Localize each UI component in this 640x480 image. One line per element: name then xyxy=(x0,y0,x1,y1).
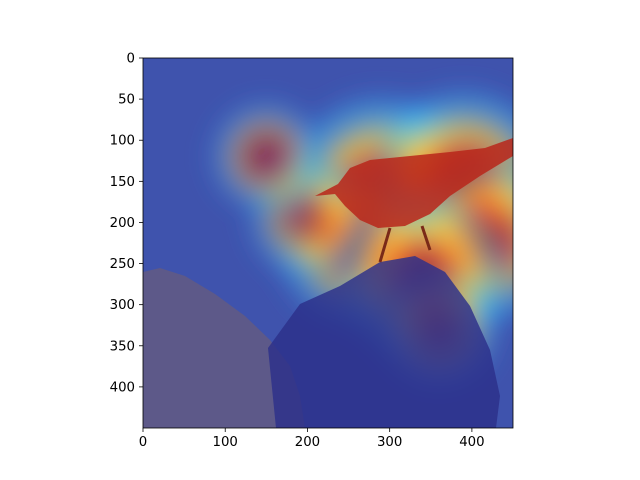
left-rock xyxy=(143,268,305,428)
x-axis: 0 100 200 300 400 xyxy=(139,428,485,450)
plot-frame xyxy=(142,57,514,429)
x-tick-label: 200 xyxy=(295,435,320,450)
right-rock xyxy=(268,256,500,428)
y-tick-label: 200 xyxy=(110,216,135,231)
plot-area xyxy=(143,58,513,428)
x-tick-label: 100 xyxy=(213,435,238,450)
y-tick-label: 50 xyxy=(118,93,135,108)
bird-legs xyxy=(378,225,432,263)
y-tick-label: 100 xyxy=(110,134,135,149)
x-tick-label: 400 xyxy=(459,435,484,450)
y-tick-label: 400 xyxy=(110,380,135,395)
y-tick-label: 250 xyxy=(110,257,135,272)
x-tick-label: 300 xyxy=(377,435,402,450)
photo-scene xyxy=(143,138,513,428)
x-tick-label: 0 xyxy=(139,435,147,450)
y-axis: 0 50 100 150 200 250 300 350 400 xyxy=(110,52,143,395)
y-tick-label: 0 xyxy=(127,52,135,67)
heat-hotspot xyxy=(200,90,333,223)
y-tick-label: 300 xyxy=(110,298,135,313)
y-tick-label: 350 xyxy=(110,339,135,354)
y-tick-label: 150 xyxy=(110,175,135,190)
bird-body xyxy=(315,138,513,228)
